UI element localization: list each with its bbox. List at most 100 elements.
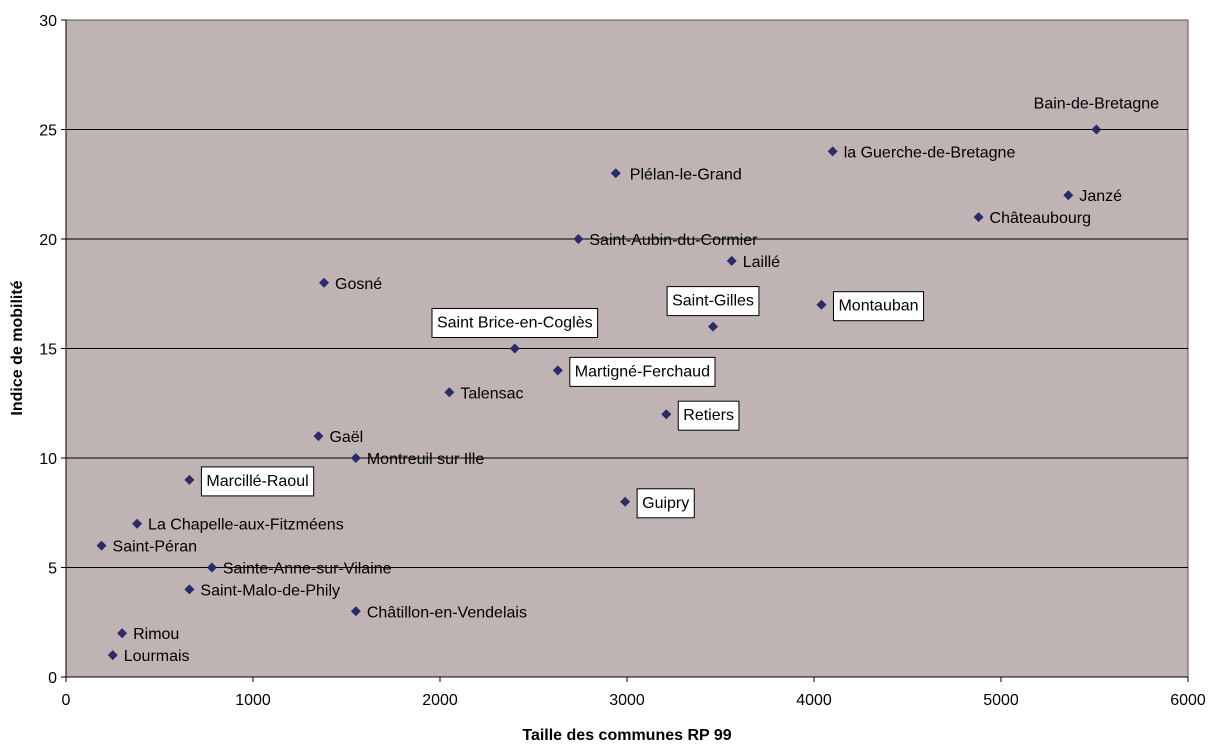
data-point: Lourmais [107, 648, 190, 665]
point-marker [1063, 190, 1074, 201]
point-marker [350, 453, 361, 463]
point-label: Rimou [133, 626, 179, 643]
data-point: Montauban [816, 291, 925, 322]
point-marker [708, 321, 719, 332]
data-point: Guipry [620, 488, 695, 519]
data-point: Saint-Malo-de-Phily [184, 582, 340, 599]
point-marker [107, 650, 118, 661]
x-tick-label: 6000 [1170, 692, 1206, 709]
point-label: Martigné-Ferchaud [575, 363, 710, 380]
data-points: Bain-de-Bretagne la Guerche-de-Bretagne Pl… [96, 96, 1160, 665]
point-label: Saint-Gilles [672, 293, 754, 310]
point-label-box [431, 308, 599, 338]
x-tick-label: 0 [62, 692, 71, 709]
point-marker [816, 299, 827, 310]
point-label-box [832, 291, 925, 322]
point-marker [509, 343, 520, 354]
point-label: Montauban [838, 298, 918, 315]
grid-lines [66, 129, 1188, 568]
point-label: Marcillé-Raoul [206, 473, 308, 490]
point-label-box [569, 356, 716, 387]
point-label: Châteaubourg [990, 210, 1091, 227]
data-point: Gaël [313, 429, 363, 446]
point-marker [610, 168, 621, 179]
y-tick-label: 0 [48, 670, 57, 687]
point-marker [552, 365, 563, 376]
y-tick-label: 5 [48, 561, 57, 578]
x-tick-label: 5000 [983, 692, 1019, 709]
point-label: Gosné [335, 276, 382, 293]
point-label: Janzé [1079, 188, 1122, 205]
point-marker [661, 409, 672, 420]
y-axis-title: Indice de mobilité [9, 280, 26, 415]
data-point: Janzé [1063, 188, 1122, 205]
data-point: La Chapelle-aux-Fitzméens [132, 517, 344, 534]
point-label: Gaël [329, 429, 363, 446]
point-label-box [636, 488, 695, 519]
data-point: Sainte-Anne-sur-Vilaine [206, 561, 392, 578]
point-marker [620, 496, 631, 507]
point-marker [184, 584, 195, 595]
point-label-box [200, 466, 315, 497]
point-label: Saint-Malo-de-Phily [200, 582, 340, 599]
x-tick-label: 4000 [796, 692, 832, 709]
data-point: Châteaubourg [973, 210, 1091, 227]
point-label: Talensac [460, 385, 523, 402]
data-point: Martigné-Ferchaud [552, 356, 716, 387]
data-point: Talensac [444, 385, 524, 402]
point-marker [184, 474, 195, 485]
y-tick-label: 20 [39, 232, 57, 249]
point-label: Montreuil sur Ille [367, 451, 484, 468]
data-point: Rimou [117, 626, 179, 643]
point-label: Plélan-le-Grand [630, 166, 742, 183]
point-label: La Chapelle-aux-Fitzméens [148, 517, 344, 534]
data-point: Bain-de-Bretagne [1034, 96, 1160, 135]
y-axis-ticks: 0 5 10 15 20 25 30 [39, 13, 67, 687]
point-label: Bain-de-Bretagne [1034, 96, 1160, 113]
data-point: la Guerche-de-Bretagne [827, 144, 1016, 161]
y-tick-label: 30 [39, 13, 57, 30]
point-label: Saint-Péran [113, 539, 198, 556]
x-tick-label: 3000 [609, 692, 645, 709]
data-point: Saint-Péran [96, 539, 198, 556]
data-point: Saint-Gilles [666, 286, 760, 332]
point-marker [573, 234, 584, 244]
data-point: Châtillon-en-Vendelais [350, 604, 527, 621]
point-marker [313, 431, 324, 442]
data-point: Saint-Aubin-du-Cormier [573, 232, 758, 249]
point-marker [726, 255, 737, 266]
point-label: la Guerche-de-Bretagne [844, 144, 1016, 161]
x-tick-label: 2000 [422, 692, 458, 709]
point-marker [319, 277, 330, 288]
point-marker [444, 387, 455, 398]
point-label: Saint-Aubin-du-Cormier [589, 232, 758, 249]
point-marker [96, 540, 107, 551]
point-marker [350, 606, 361, 617]
point-marker [117, 628, 128, 639]
data-point: Saint Brice-en-Coglès [431, 308, 599, 354]
point-label: Châtillon-en-Vendelais [367, 604, 527, 621]
data-point: Laillé [726, 254, 780, 271]
x-axis-title: Taille des communes RP 99 [522, 727, 731, 744]
point-label: Sainte-Anne-sur-Vilaine [223, 561, 392, 578]
data-point: Marcillé-Raoul [184, 466, 315, 497]
y-tick-label: 25 [39, 123, 57, 140]
x-tick-label: 1000 [235, 692, 271, 709]
point-label: Guipry [642, 495, 689, 512]
data-point: Retiers [661, 400, 740, 431]
x-axis-ticks: 0 1000 2000 3000 4000 5000 6000 [62, 676, 1206, 709]
point-label: Lourmais [124, 648, 190, 665]
data-point: Gosné [319, 276, 382, 293]
y-tick-label: 15 [39, 342, 57, 359]
point-marker [132, 518, 143, 529]
point-label: Retiers [683, 407, 734, 424]
point-label-box [666, 286, 760, 317]
point-marker [206, 562, 217, 573]
data-point: Plélan-le-Grand [610, 166, 742, 183]
data-point: Montreuil sur Ille [350, 451, 484, 468]
point-label: Laillé [743, 254, 780, 271]
point-marker [973, 212, 984, 223]
point-label-box [677, 400, 740, 431]
point-label: Saint Brice-en-Coglès [437, 315, 593, 332]
